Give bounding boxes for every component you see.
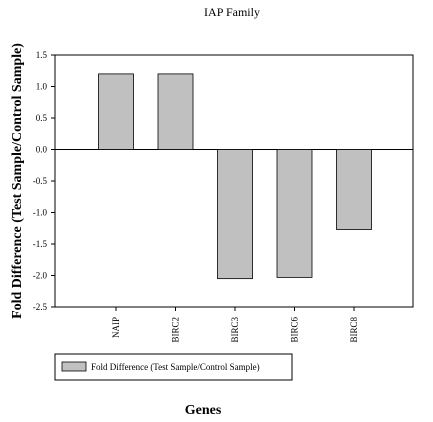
x-axis-tick-labels: NAIP BIRC2 BIRC3 BIRC6 BIRC8 xyxy=(111,307,359,343)
y-tick-label: 1.5 xyxy=(36,50,48,60)
legend-swatch xyxy=(61,361,87,372)
y-tick-label: 0.0 xyxy=(36,145,48,155)
bars xyxy=(98,73,372,280)
bar-birc8 xyxy=(336,149,372,230)
y-tick-label: -1.5 xyxy=(33,239,48,249)
y-tick-label: -1.0 xyxy=(33,208,48,218)
x-tick-label-naip: NAIP xyxy=(111,317,121,338)
bar-naip xyxy=(98,73,134,150)
x-axis-label: Genes xyxy=(185,403,222,418)
bar-birc3 xyxy=(217,149,253,280)
chart-title: IAP Family xyxy=(204,5,260,19)
x-tick-label-birc6: BIRC6 xyxy=(290,317,300,343)
y-tick-label: 0.5 xyxy=(36,113,48,123)
bar-birc6 xyxy=(276,149,313,278)
y-tick-label: -2.0 xyxy=(33,271,48,281)
y-axis-label: Fold Difference (Test Sample/Control Sam… xyxy=(10,43,25,319)
legend: Fold Difference (Test Sample/Control Sam… xyxy=(54,353,293,381)
legend-box xyxy=(54,353,293,381)
legend-entry-label: Fold Difference (Test Sample/Control Sam… xyxy=(91,362,260,372)
x-tick-label-birc3: BIRC3 xyxy=(230,317,240,343)
bar-birc2 xyxy=(157,73,194,150)
y-tick-label: -0.5 xyxy=(33,176,48,186)
y-axis-ticks: 1.5 1.0 0.5 0.0 -0.5 -1.0 -1.5 -2.0 -2.5 xyxy=(33,50,55,312)
x-tick-label-birc2: BIRC2 xyxy=(171,317,181,343)
x-tick-label-birc8: BIRC8 xyxy=(349,317,359,343)
y-tick-label: 1.0 xyxy=(36,82,48,92)
y-tick-label: -2.5 xyxy=(33,302,48,312)
